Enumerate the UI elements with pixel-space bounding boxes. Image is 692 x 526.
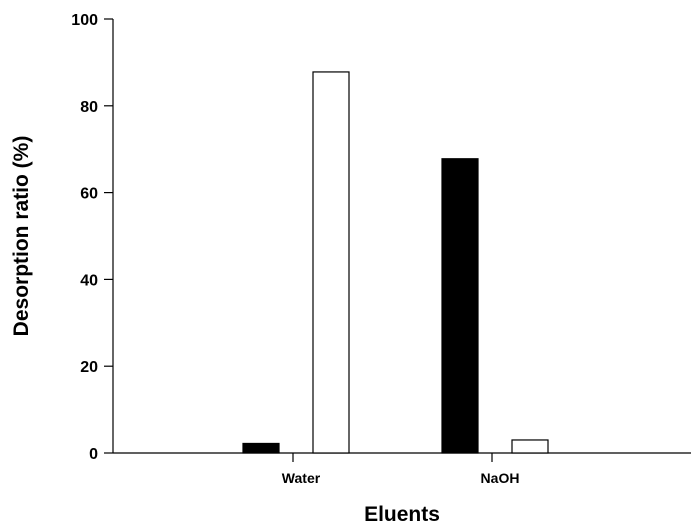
y-tick-label: 80 bbox=[80, 99, 98, 116]
bar-naoh-series-2 bbox=[511, 439, 549, 454]
bar-water-series-1 bbox=[242, 442, 280, 454]
x-axis-title: Eluents bbox=[364, 503, 440, 526]
bar-water-series-2 bbox=[312, 71, 350, 454]
x-tick-label: NaOH bbox=[481, 470, 520, 486]
x-tick-label: Water bbox=[282, 470, 321, 486]
y-tick-label: 100 bbox=[71, 12, 98, 29]
y-tick-label: 20 bbox=[80, 359, 98, 376]
bar-naoh-series-1 bbox=[441, 158, 479, 454]
y-axis-title: Desorption ratio (%) bbox=[10, 136, 33, 337]
y-tick-label: 60 bbox=[80, 186, 98, 203]
y-tick-label: 0 bbox=[89, 446, 98, 463]
y-tick-label: 40 bbox=[80, 272, 98, 289]
plot-area: 0 20 40 60 80 100 Water NaOH bbox=[71, 12, 691, 486]
